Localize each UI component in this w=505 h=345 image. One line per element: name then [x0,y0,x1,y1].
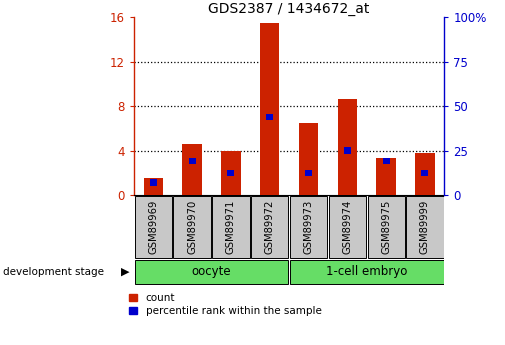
Title: GDS2387 / 1434672_at: GDS2387 / 1434672_at [209,2,370,16]
FancyBboxPatch shape [407,196,443,258]
Bar [143,178,163,195]
Text: GSM89999: GSM89999 [420,200,430,254]
FancyBboxPatch shape [173,196,211,258]
Text: oocyte: oocyte [192,265,231,278]
Text: GSM89974: GSM89974 [342,200,352,254]
Bar [422,170,428,176]
Text: GSM89969: GSM89969 [148,200,158,254]
FancyBboxPatch shape [212,196,249,258]
Bar [344,147,351,154]
FancyBboxPatch shape [290,260,443,284]
Text: GSM89972: GSM89972 [265,200,275,254]
FancyBboxPatch shape [251,196,288,258]
Bar [266,114,273,120]
Text: 1-cell embryo: 1-cell embryo [326,265,408,278]
Text: development stage: development stage [3,267,104,277]
Text: GSM89975: GSM89975 [381,200,391,254]
FancyBboxPatch shape [290,196,327,258]
Text: GSM89970: GSM89970 [187,200,197,254]
Bar [338,99,357,195]
Text: GSM89971: GSM89971 [226,200,236,254]
Text: ▶: ▶ [121,267,130,277]
Bar [305,170,312,176]
Bar [383,158,390,164]
Legend: count, percentile rank within the sample: count, percentile rank within the sample [129,293,322,316]
Bar [415,153,435,195]
Bar [299,123,318,195]
Bar [150,179,157,186]
Bar [260,23,279,195]
Bar [182,144,202,195]
FancyBboxPatch shape [135,196,172,258]
Bar [188,158,195,164]
FancyBboxPatch shape [368,196,405,258]
Bar [221,150,240,195]
Bar [376,158,396,195]
FancyBboxPatch shape [135,260,288,284]
Text: GSM89973: GSM89973 [304,200,314,254]
FancyBboxPatch shape [329,196,366,258]
Bar [227,170,234,176]
